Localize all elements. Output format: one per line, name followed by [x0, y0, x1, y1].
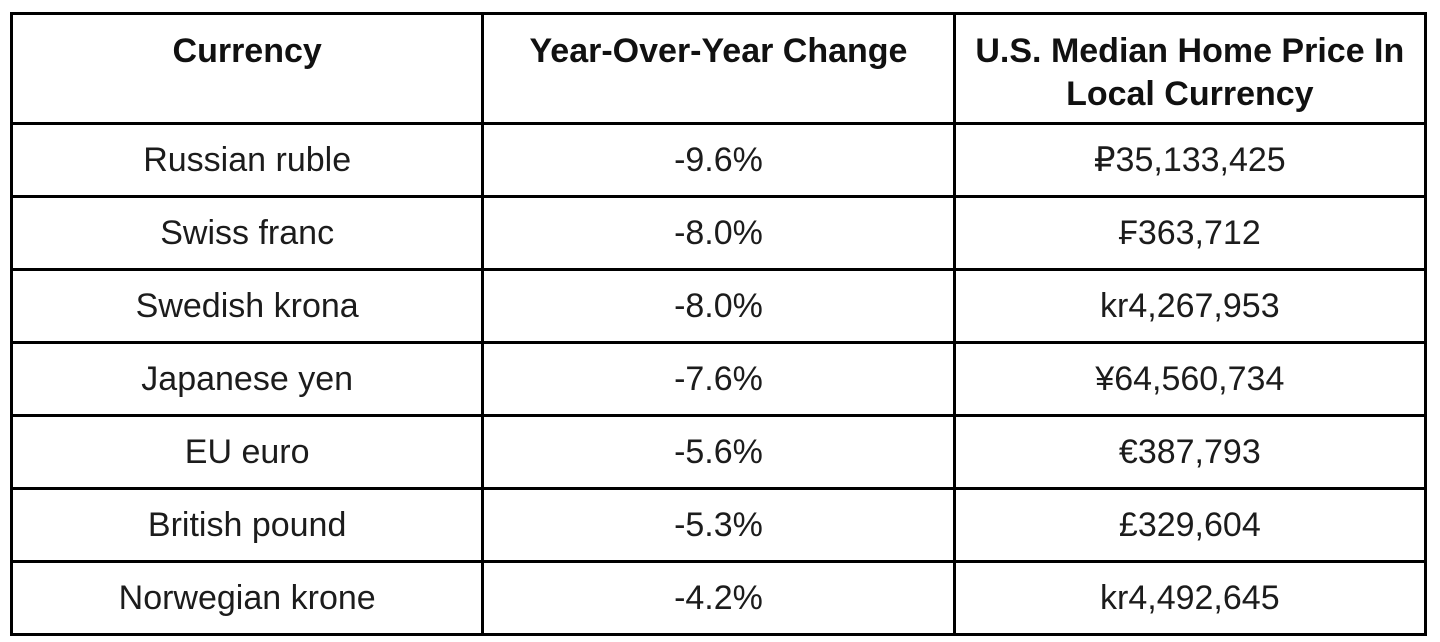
yoy-change-cell: -8.0% — [481, 195, 956, 271]
yoy-change-cell: -8.0% — [481, 268, 956, 344]
yoy-change-cell: -5.3% — [481, 487, 956, 563]
local-price-cell: kr4,492,645 — [952, 560, 1428, 636]
currency-cell: EU euro — [9, 414, 485, 490]
table-row: British pound -5.3% £329,604 — [9, 487, 1428, 563]
table-row: Swedish krona -8.0% kr4,267,953 — [9, 268, 1428, 344]
currency-home-price-table: Currency Year-Over-Year Change U.S. Medi… — [9, 12, 1428, 636]
column-header-local-price: U.S. Median Home Price In Local Currency — [952, 12, 1428, 125]
table-row: Swiss franc -8.0% ₣363,712 — [9, 195, 1428, 271]
yoy-change-cell: -4.2% — [481, 560, 956, 636]
table-row: Japanese yen -7.6% ¥64,560,734 — [9, 341, 1428, 417]
table-row: Norwegian krone -4.2% kr4,492,645 — [9, 560, 1428, 636]
column-header-yoy-change: Year-Over-Year Change — [481, 12, 956, 125]
local-price-cell: ₣363,712 — [952, 195, 1428, 271]
currency-cell: Swedish krona — [9, 268, 485, 344]
currency-cell: Russian ruble — [9, 122, 485, 198]
local-price-cell: £329,604 — [952, 487, 1428, 563]
column-header-currency: Currency — [9, 12, 485, 125]
local-price-cell: kr4,267,953 — [952, 268, 1428, 344]
yoy-change-cell: -7.6% — [481, 341, 956, 417]
table-body: Russian ruble -9.6% ₽35,133,425 Swiss franc… — [9, 122, 1428, 636]
local-price-cell: ¥64,560,734 — [952, 341, 1428, 417]
local-price-cell: ₽35,133,425 — [952, 122, 1428, 198]
table-header: Currency Year-Over-Year Change U.S. Medi… — [9, 12, 1428, 125]
local-price-cell: €387,793 — [952, 414, 1428, 490]
currency-cell: Swiss franc — [9, 195, 485, 271]
yoy-change-cell: -5.6% — [481, 414, 956, 490]
currency-cell: British pound — [9, 487, 485, 563]
header-row: Currency Year-Over-Year Change U.S. Medi… — [9, 12, 1428, 125]
currency-cell: Norwegian krone — [9, 560, 485, 636]
yoy-change-cell: -9.6% — [481, 122, 956, 198]
table-row: EU euro -5.6% €387,793 — [9, 414, 1428, 490]
currency-cell: Japanese yen — [9, 341, 485, 417]
table-row: Russian ruble -9.6% ₽35,133,425 — [9, 122, 1428, 198]
